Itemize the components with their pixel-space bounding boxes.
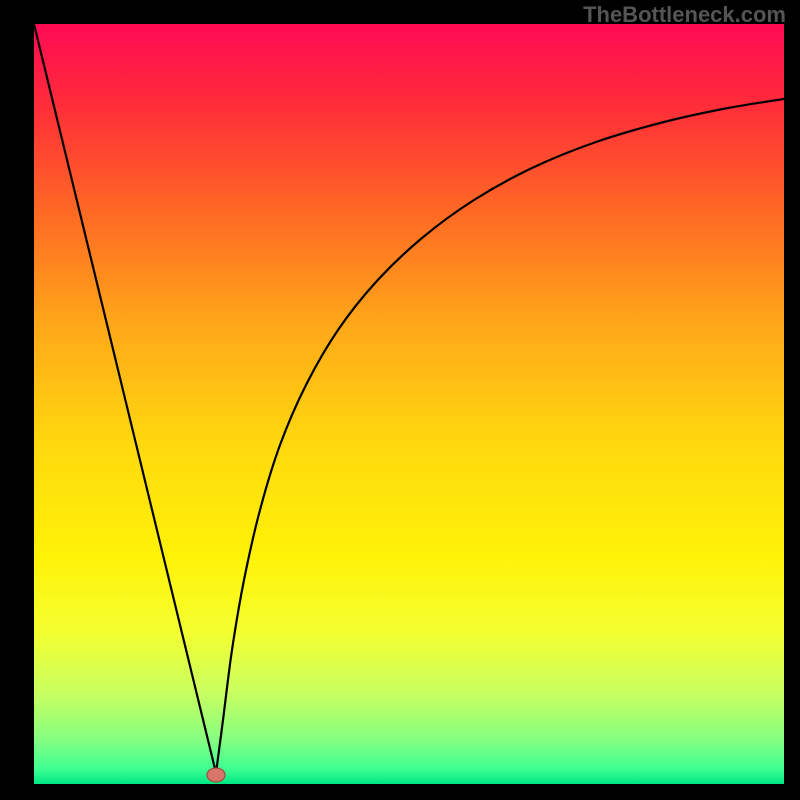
bottleneck-chart bbox=[0, 0, 800, 800]
watermark-text: TheBottleneck.com bbox=[583, 2, 786, 28]
chart-container: TheBottleneck.com bbox=[0, 0, 800, 800]
plot-area bbox=[34, 24, 784, 784]
minimum-marker bbox=[207, 768, 225, 782]
